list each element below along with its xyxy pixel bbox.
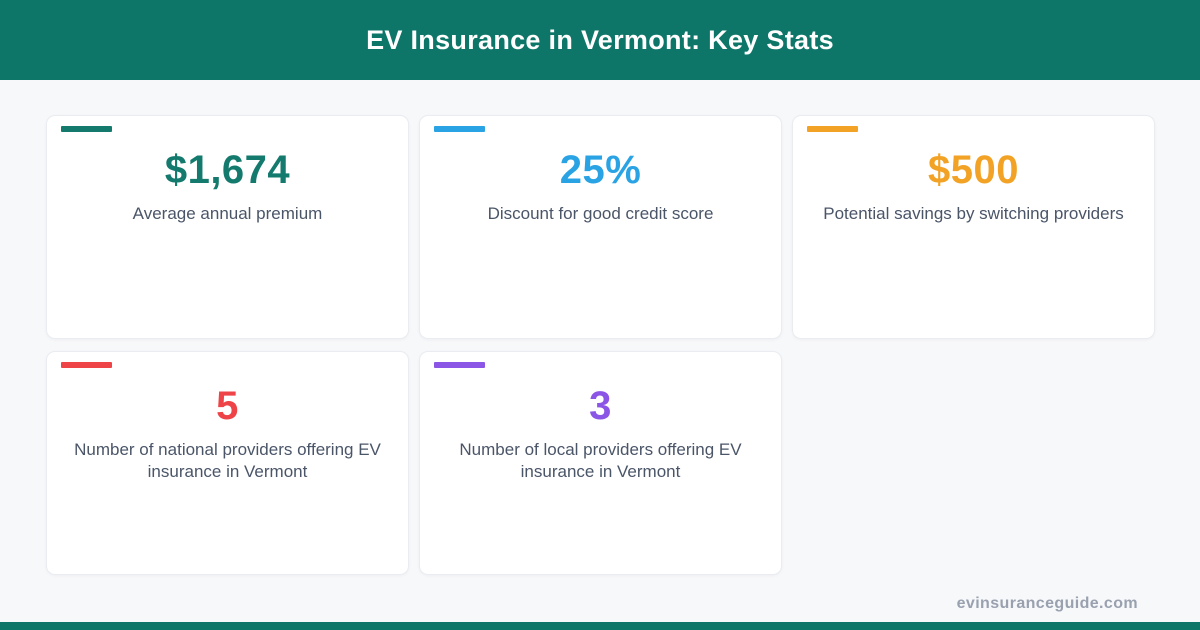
card-accent-bar [807, 126, 858, 132]
stat-value: 3 [589, 384, 612, 428]
header-banner: EV Insurance in Vermont: Key Stats [0, 0, 1200, 80]
stat-card-average-premium: $1,674 Average annual premium [46, 115, 409, 339]
stat-label: Discount for good credit score [487, 204, 714, 223]
stat-value: $500 [928, 148, 1019, 192]
stat-card-local-providers: 3 Number of local providers offering EV … [419, 351, 782, 575]
website-text: evinsuranceguide.com [956, 595, 1138, 612]
stat-label: Number of local providers offering EV in… [459, 440, 742, 482]
stat-value: $1,674 [164, 148, 291, 192]
stat-card-national-providers: 5 Number of national providers offering … [46, 351, 409, 575]
stats-grid: $1,674 Average annual premium 25% Discou… [46, 115, 1155, 575]
stat-label: Potential savings by switching providers [823, 204, 1124, 223]
page-title: EV Insurance in Vermont: Key Stats [366, 24, 834, 55]
stat-label: Number of national providers offering EV… [74, 440, 381, 482]
card-accent-bar [61, 126, 112, 132]
card-accent-bar [434, 362, 485, 368]
card-accent-bar [434, 126, 485, 132]
stat-value: 5 [216, 384, 239, 428]
stat-card-credit-discount: 25% Discount for good credit score [419, 115, 782, 339]
stat-card-switching-savings: $500 Potential savings by switching prov… [792, 115, 1155, 339]
card-accent-bar [61, 362, 112, 368]
footer-bar [0, 622, 1200, 630]
stat-value: 25% [559, 148, 642, 192]
stat-label: Average annual premium [132, 204, 323, 223]
